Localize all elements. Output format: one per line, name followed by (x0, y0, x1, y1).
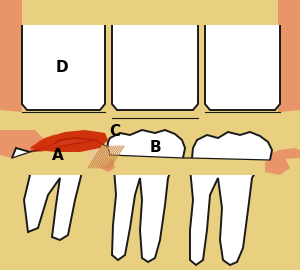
Polygon shape (278, 0, 300, 25)
Polygon shape (0, 0, 300, 25)
Polygon shape (100, 158, 115, 172)
Polygon shape (265, 158, 290, 175)
Text: B: B (149, 140, 161, 156)
Polygon shape (0, 0, 22, 125)
Text: D: D (56, 60, 68, 76)
Polygon shape (205, 15, 280, 110)
Polygon shape (12, 138, 108, 240)
Polygon shape (88, 140, 110, 168)
Polygon shape (278, 0, 300, 125)
Polygon shape (190, 132, 272, 265)
Polygon shape (0, 0, 300, 125)
Polygon shape (100, 0, 118, 18)
Text: A: A (52, 147, 64, 163)
Polygon shape (0, 130, 300, 175)
Polygon shape (0, 140, 300, 175)
Polygon shape (30, 130, 108, 152)
Polygon shape (107, 130, 185, 262)
Text: C: C (110, 124, 121, 140)
Polygon shape (30, 134, 55, 152)
Polygon shape (0, 110, 300, 130)
Polygon shape (0, 0, 22, 25)
Polygon shape (198, 0, 215, 18)
Polygon shape (112, 15, 198, 110)
Polygon shape (265, 148, 300, 175)
Polygon shape (0, 130, 45, 165)
Polygon shape (0, 125, 300, 270)
Polygon shape (22, 20, 105, 110)
